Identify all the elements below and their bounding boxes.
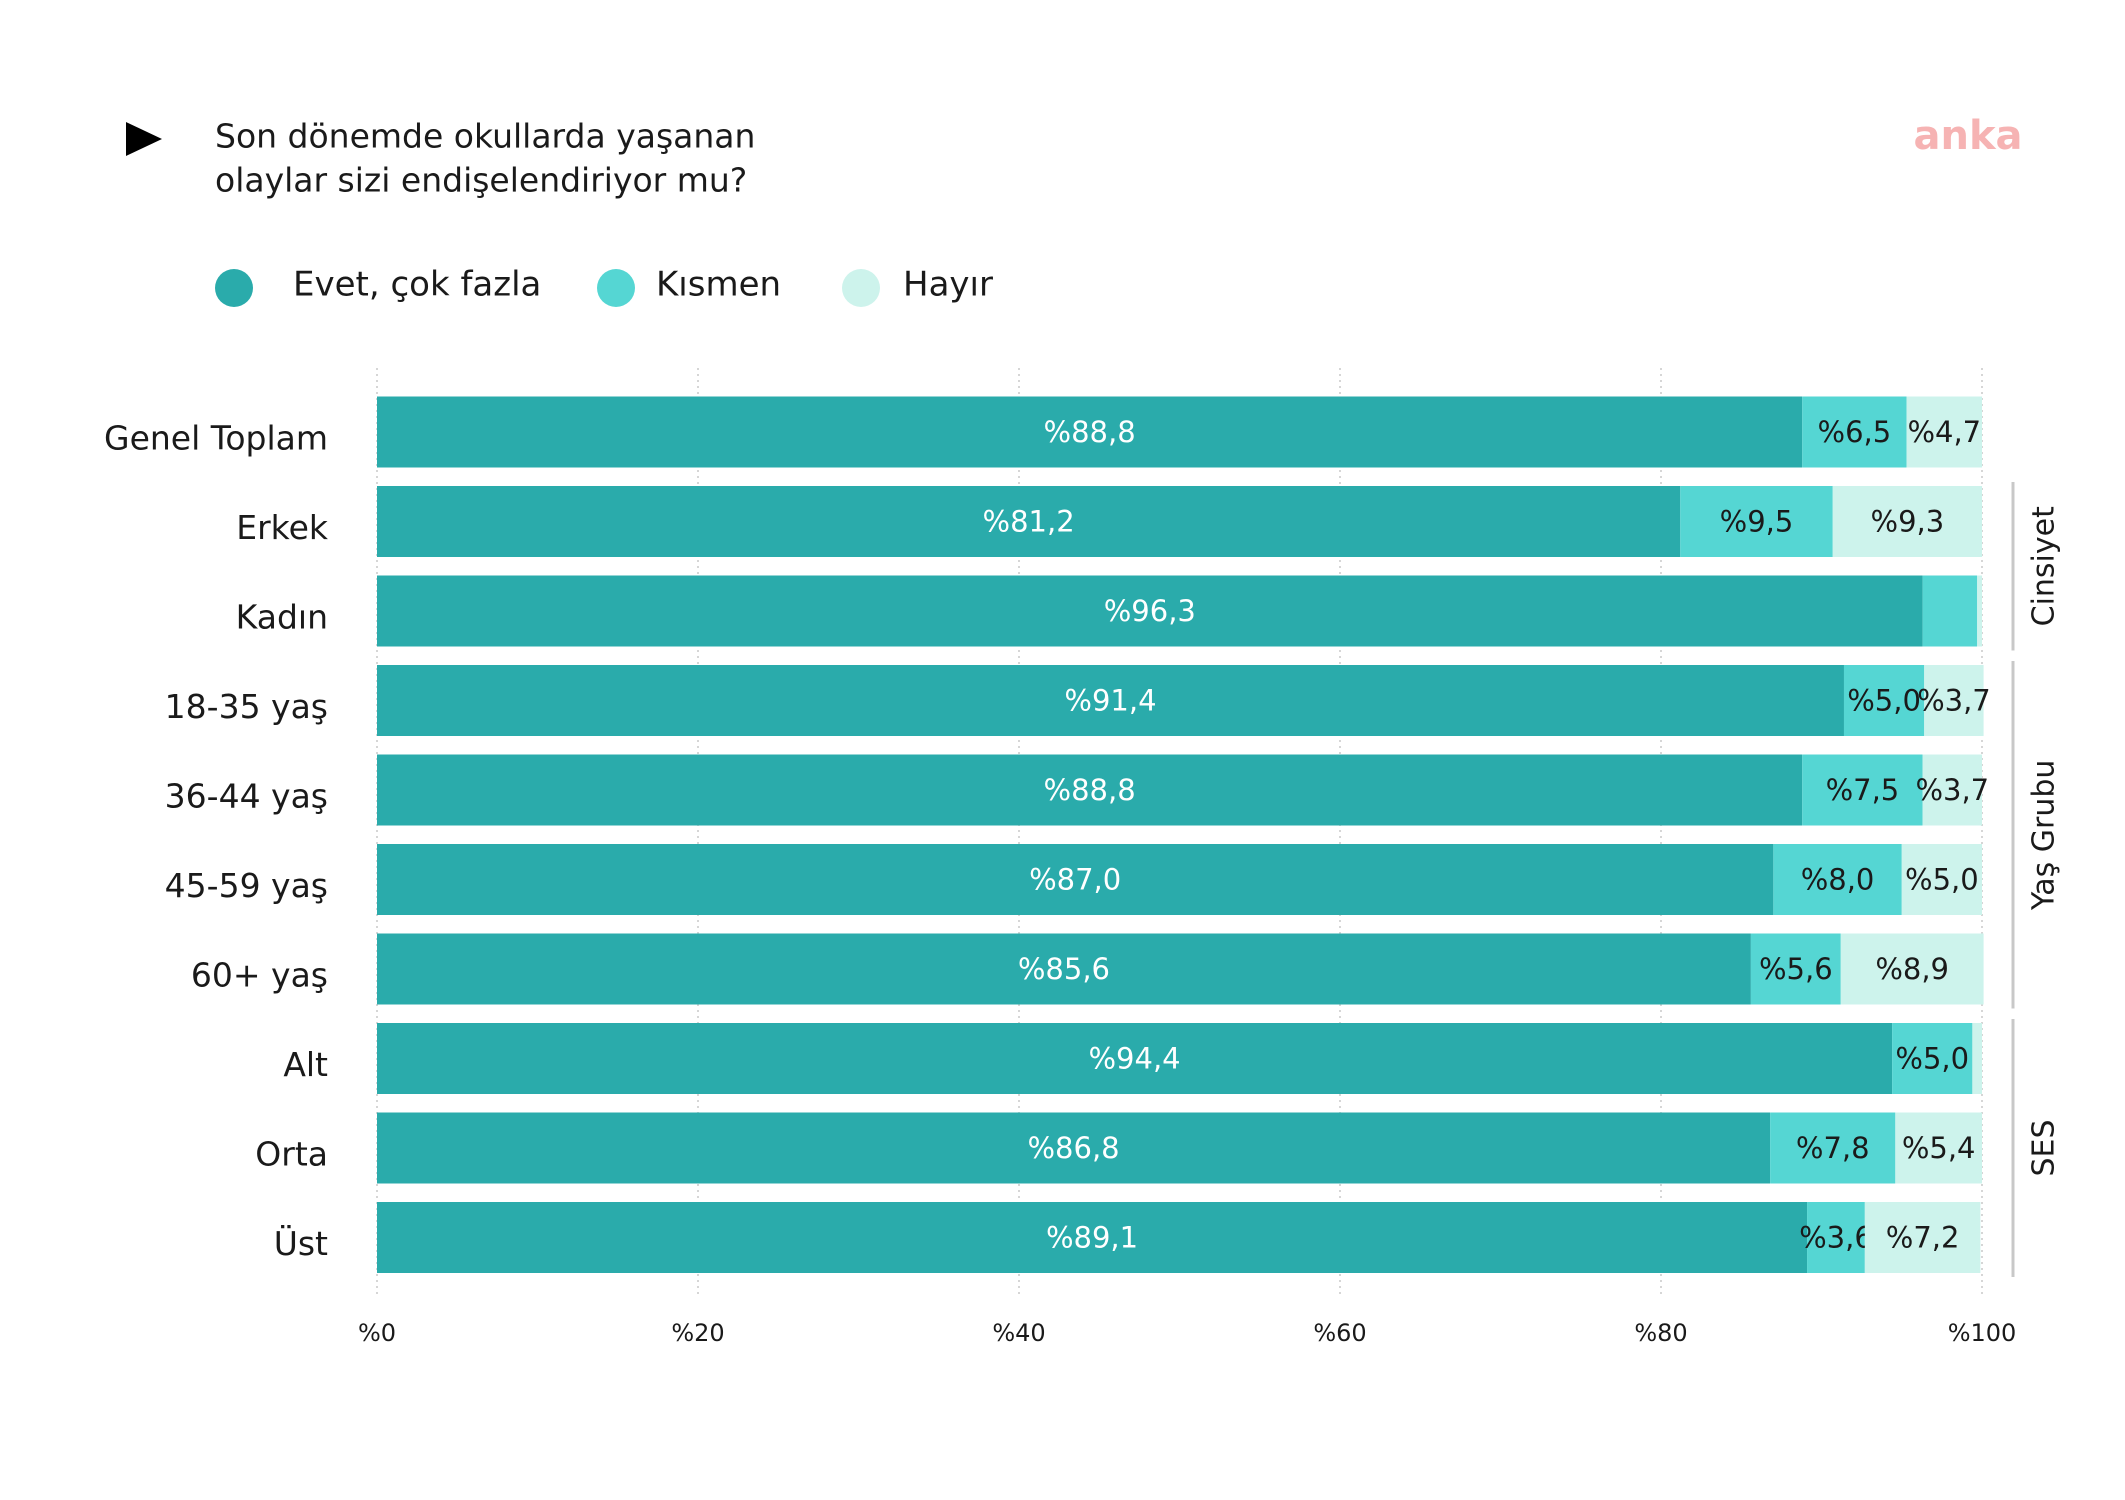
bar-segment [1922, 754, 1982, 826]
bar-segment [1802, 754, 1923, 826]
bar-segment [1843, 665, 1925, 736]
logo: anka [1913, 113, 2022, 159]
bar-segment [377, 933, 1751, 1005]
value-label: %7,5 [1826, 773, 1900, 807]
x-tick-label: %40 [992, 1319, 1045, 1347]
group-label: Cinsiyet [2027, 506, 2062, 626]
value-label: %3,7 [1915, 773, 1989, 807]
bar-segment [377, 1202, 1808, 1273]
value-label: %91,4 [1064, 684, 1156, 718]
bar-segment [1892, 1023, 1973, 1094]
chart-title: Son dönemde okullarda yaşanan [215, 117, 755, 156]
value-label: %3,6 [1799, 1221, 1873, 1255]
bar-segment [1977, 575, 1982, 647]
y-tick-label: Erkek [236, 508, 329, 547]
value-label: %4,7 [1907, 415, 1981, 449]
legend-swatch [842, 269, 880, 307]
value-label: %85,6 [1018, 952, 1110, 986]
y-tick-label: Üst [274, 1223, 328, 1263]
bar-segment [1922, 575, 1978, 647]
value-label: %88,8 [1044, 415, 1136, 449]
y-tick-label: 18-35 yaş [165, 687, 328, 726]
bar-segment [377, 396, 1803, 468]
y-tick-label: Genel Toplam [104, 419, 328, 458]
value-label: %94,4 [1088, 1042, 1180, 1076]
x-tick-label: %20 [671, 1319, 724, 1347]
legend-swatch [597, 269, 635, 307]
value-label: %5,0 [1905, 863, 1979, 897]
value-label: %5,0 [1895, 1042, 1969, 1076]
legend-label: Kısmen [656, 265, 781, 305]
value-label: %5,6 [1759, 952, 1833, 986]
bar-segment [1840, 933, 1984, 1005]
bar-segment [1680, 486, 1833, 557]
chart-title: olaylar sizi endişelendiriyor mu? [215, 161, 747, 200]
bar-segment [377, 844, 1774, 915]
x-tick-label: %60 [1313, 1319, 1366, 1347]
bar-segment [377, 754, 1803, 826]
y-tick-label: Kadın [236, 598, 328, 637]
x-tick-label: %80 [1634, 1319, 1687, 1347]
y-tick-label: 36-44 yaş [165, 777, 328, 816]
x-tick-label: %100 [1948, 1319, 2017, 1347]
title-marker [126, 122, 162, 156]
bar-segment [1832, 486, 1982, 557]
legend-swatch [215, 269, 253, 307]
value-label: %89,1 [1046, 1221, 1138, 1255]
legend-label: Hayır [903, 265, 993, 305]
value-label: %88,8 [1044, 773, 1136, 807]
bar-segment [1770, 1112, 1896, 1184]
bar-segment [1924, 665, 1984, 736]
value-label: %7,2 [1886, 1221, 1960, 1255]
bar-segment [1906, 396, 1982, 468]
value-label: %3,7 [1917, 684, 1991, 718]
y-tick-label: Orta [255, 1135, 328, 1174]
value-label: %9,3 [1871, 505, 1945, 539]
y-tick-label: Alt [283, 1045, 328, 1084]
bar-segment [1864, 1202, 1981, 1273]
value-label: %9,5 [1720, 505, 1794, 539]
group-label: SES [2027, 1119, 2062, 1176]
bar-segment [1807, 1202, 1865, 1273]
legend-label: Evet, çok fazla [293, 265, 541, 305]
bar-segment [1972, 1023, 1982, 1094]
value-label: %81,2 [983, 505, 1075, 539]
bar-segment [377, 1112, 1771, 1184]
group-label: Yaş Grubu [2027, 760, 2062, 911]
value-label: %96,3 [1104, 594, 1196, 628]
bar-segment [1773, 844, 1902, 915]
value-label: %8,9 [1875, 952, 1949, 986]
value-label: %86,8 [1027, 1131, 1119, 1165]
bar-segment [377, 1023, 1893, 1094]
bar-segment [1901, 844, 1982, 915]
value-label: %6,5 [1818, 415, 1892, 449]
value-label: %5,4 [1902, 1131, 1976, 1165]
value-label: %87,0 [1029, 863, 1121, 897]
y-tick-label: 45-59 yaş [165, 866, 328, 905]
value-label: %8,0 [1801, 863, 1875, 897]
bar-segment [1895, 1112, 1982, 1184]
bar-segment [377, 486, 1681, 557]
value-label: %5,0 [1847, 684, 1921, 718]
x-tick-label: %0 [358, 1319, 396, 1347]
value-label: %7,8 [1796, 1131, 1870, 1165]
bar-segment [1750, 933, 1841, 1005]
y-tick-label: 60+ yaş [191, 956, 328, 995]
bar-segment [1802, 396, 1907, 468]
bar-segment [377, 575, 1923, 647]
bar-segment [377, 665, 1844, 736]
